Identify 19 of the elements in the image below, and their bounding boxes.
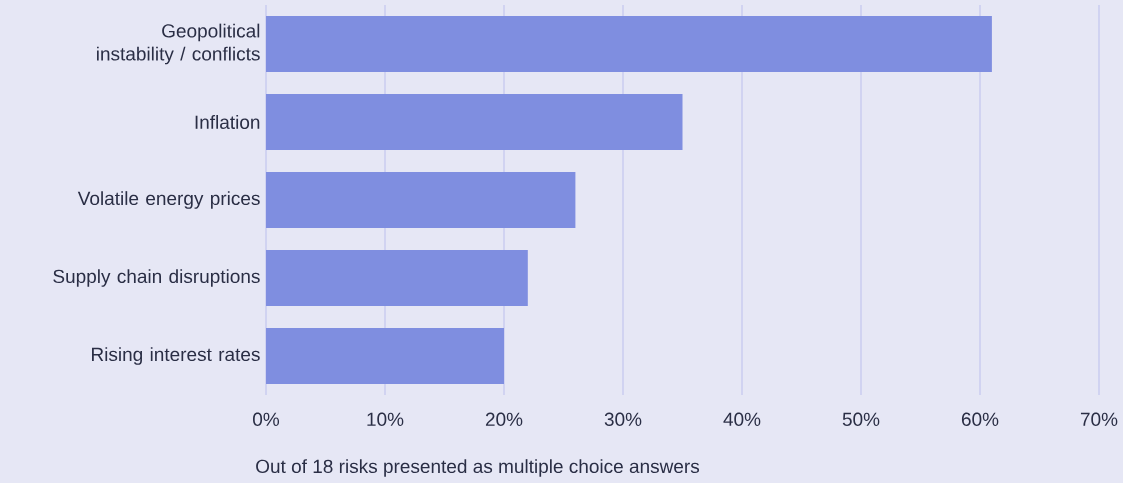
x-tick-label: 30% [604,412,642,426]
bar [266,93,683,151]
x-tick-label: 50% [842,412,880,426]
y-tick-label: Rising interest rates [92,347,260,365]
x-tick-label: 70% [1080,412,1118,426]
y-tick-label: Inflation [195,115,260,129]
x-tick-label: 60% [961,412,999,426]
y-tick-label: Volatile energy prices [77,191,260,209]
bar [266,327,504,385]
bar [266,171,576,229]
x-tick-label: 10% [367,412,404,426]
bar [266,249,528,307]
text: Out of 18 risks presented as multiple choice answers [256,459,700,477]
bar [266,15,992,73]
x-tick-label: 40% [723,412,761,426]
y-tick-label: Geopolitical instability / conflicts [97,23,260,65]
y-tick-label: Supply chain disruptions [53,269,260,287]
x-tick-label: 0% [253,412,280,426]
x-tick-label: 20% [485,412,523,426]
